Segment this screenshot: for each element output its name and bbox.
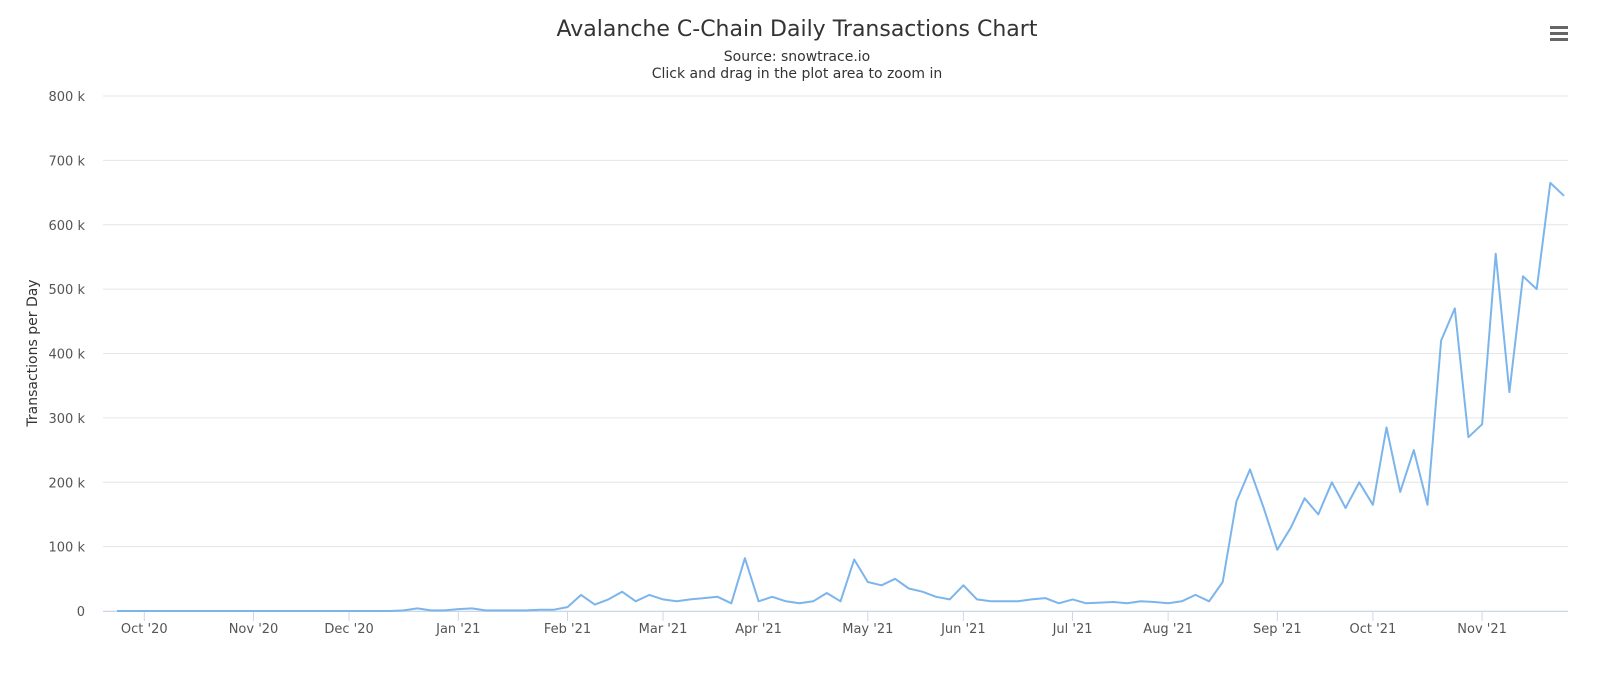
y-tick-label: 600 k: [49, 219, 86, 234]
chart-subtitle: Click and drag in the plot area to zoom …: [652, 66, 943, 82]
chart-subtitle: Source: snowtrace.io: [724, 49, 870, 65]
x-tick-label: Oct '20: [121, 622, 168, 637]
x-tick-label: Nov '20: [229, 622, 279, 637]
y-axis-title: Transactions per Day: [25, 279, 41, 427]
x-tick-label: Sep '21: [1253, 622, 1302, 637]
x-tick-label: May '21: [842, 622, 893, 637]
x-tick-label: Nov '21: [1457, 622, 1507, 637]
x-tick-label: Feb '21: [544, 622, 591, 637]
y-tick-label: 300 k: [49, 412, 86, 427]
y-tick-label: 500 k: [49, 283, 86, 298]
x-tick-label: Mar '21: [639, 622, 688, 637]
y-tick-label: 400 k: [49, 348, 86, 363]
x-tick-label: Jun '21: [940, 622, 986, 637]
y-tick-label: 0: [77, 605, 85, 620]
menu-button[interactable]: [1546, 24, 1570, 44]
menu-bar: [1550, 26, 1568, 29]
chart-title: Avalanche C-Chain Daily Transactions Cha…: [557, 17, 1038, 42]
y-tick-label: 100 k: [49, 541, 86, 556]
menu-bar: [1550, 38, 1568, 41]
x-tick-label: Jul '21: [1052, 622, 1093, 637]
x-tick-label: Jan '21: [435, 622, 480, 637]
menu-bar: [1550, 32, 1568, 35]
data-line: [117, 181, 1565, 612]
x-tick-label: Oct '21: [1350, 622, 1397, 637]
y-tick-label: 200 k: [49, 476, 86, 491]
y-tick-label: 800 k: [49, 90, 86, 105]
y-tick-label: 700 k: [49, 154, 86, 169]
x-tick-label: Apr '21: [735, 622, 782, 637]
x-tick-label: Aug '21: [1143, 622, 1193, 637]
x-tick-label: Dec '20: [324, 622, 373, 637]
